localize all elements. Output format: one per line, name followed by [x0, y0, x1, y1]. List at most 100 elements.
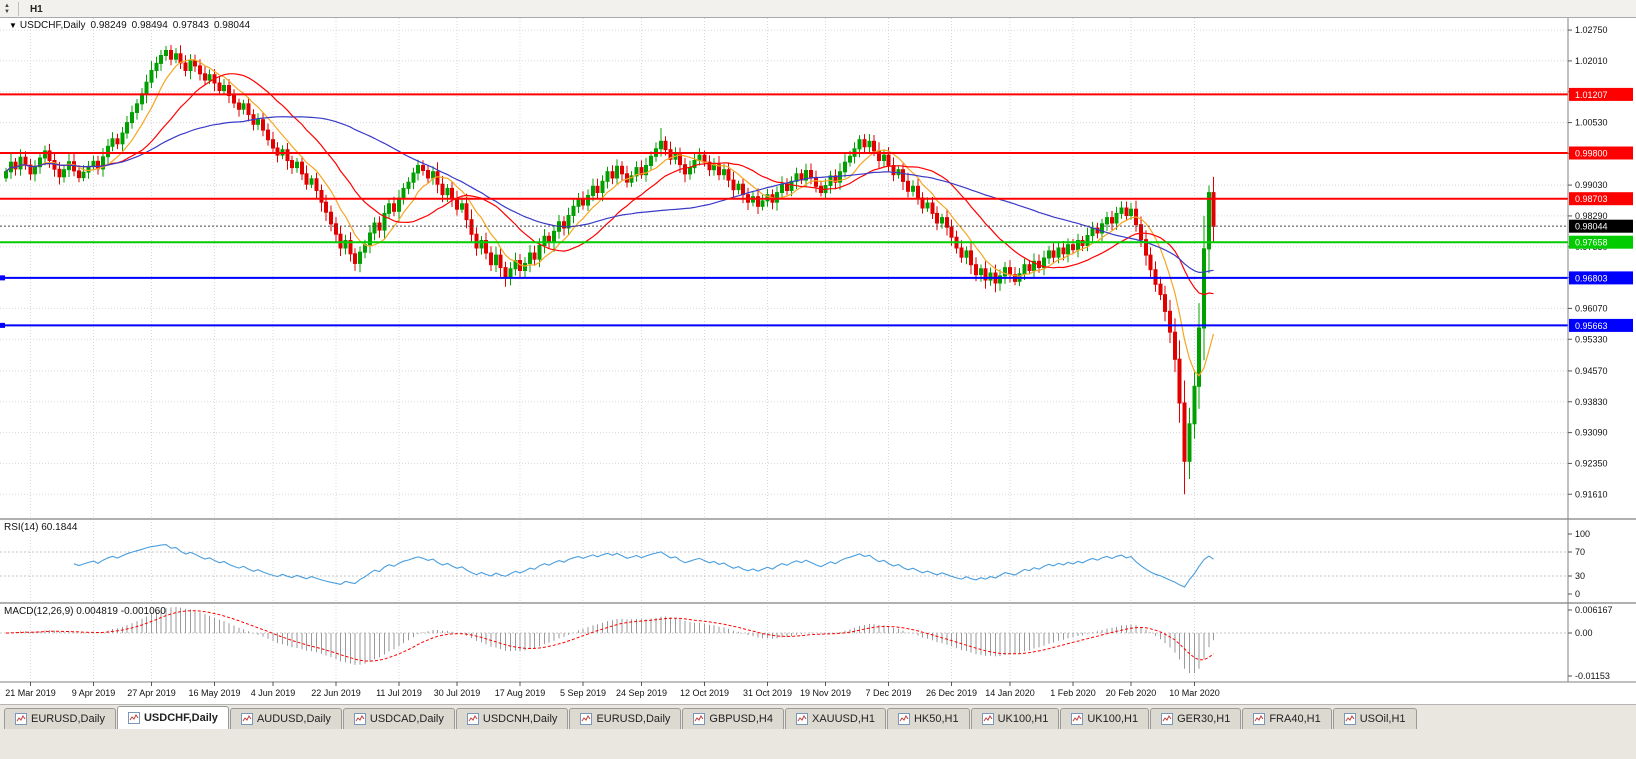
mini-chart-icon — [353, 713, 366, 725]
svg-text:0.94570: 0.94570 — [1575, 366, 1608, 376]
chart-dropdown-icon[interactable]: ▼ — [9, 21, 17, 30]
chart-tab-eurusd-daily[interactable]: EURUSD,Daily — [569, 708, 682, 729]
price-chart[interactable]: 1.027501.020101.012701.005300.997900.990… — [0, 18, 1636, 704]
tab-label: GER30,H1 — [1177, 713, 1231, 725]
candles-layer — [4, 45, 1216, 495]
svg-text:1 Feb 2020: 1 Feb 2020 — [1050, 688, 1096, 698]
svg-text:19 Nov 2019: 19 Nov 2019 — [800, 688, 851, 698]
mini-chart-icon — [580, 713, 593, 725]
svg-text:16 May 2019: 16 May 2019 — [188, 688, 240, 698]
price-axis[interactable]: 1.027501.020101.012701.005300.997900.990… — [1568, 25, 1633, 681]
svg-text:0.98290: 0.98290 — [1575, 211, 1608, 221]
svg-text:0.91610: 0.91610 — [1575, 489, 1608, 499]
chart-tab-audusd-daily[interactable]: AUDUSD,Daily — [229, 708, 342, 729]
svg-text:21 Mar 2019: 21 Mar 2019 — [5, 688, 56, 698]
mini-chart-icon — [466, 713, 479, 725]
svg-text:0.96803: 0.96803 — [1575, 273, 1608, 283]
chart-header: ▼ USDCHF,Daily 0.98249 0.98494 0.97843 0.9804… — [4, 20, 250, 31]
chart-tab-bar: EURUSD,Daily USDCHF,Daily AUDUSD,Daily USDC… — [0, 705, 1636, 729]
mini-chart-icon — [240, 713, 253, 725]
svg-text:0.93090: 0.93090 — [1575, 428, 1608, 438]
chart-tab-usoil-h1[interactable]: USOil,H1 — [1332, 708, 1417, 729]
svg-text:100: 100 — [1575, 529, 1590, 539]
svg-text:0.95663: 0.95663 — [1575, 321, 1608, 331]
svg-text:12 Oct 2019: 12 Oct 2019 — [680, 688, 729, 698]
tab-label: FRA40,H1 — [1269, 713, 1321, 725]
rsi-pane — [0, 544, 1568, 588]
svg-text:0.99800: 0.99800 — [1575, 149, 1608, 159]
ohlc-high: 0.98494 — [131, 20, 168, 31]
tab-label: EURUSD,Daily — [31, 713, 105, 725]
svg-text:14 Jan 2020: 14 Jan 2020 — [985, 688, 1035, 698]
tab-label: UK100,H1 — [1087, 713, 1139, 725]
macd-pane — [0, 607, 1568, 674]
mini-chart-icon — [127, 712, 140, 724]
svg-text:11 Jul 2019: 11 Jul 2019 — [376, 688, 422, 698]
horizontal-lines-layer[interactable] — [0, 93, 1568, 328]
svg-text:0.92350: 0.92350 — [1575, 458, 1608, 468]
grid-layer — [0, 18, 1568, 682]
mini-chart-icon — [981, 713, 994, 725]
chart-tab-uk100-h1[interactable]: UK100,H1 — [970, 708, 1060, 729]
svg-text:31 Oct 2019: 31 Oct 2019 — [743, 688, 792, 698]
svg-text:17 Aug 2019: 17 Aug 2019 — [495, 688, 546, 698]
svg-text:0.96070: 0.96070 — [1575, 303, 1608, 313]
svg-text:20 Feb 2020: 20 Feb 2020 — [1106, 688, 1157, 698]
up-arrow-icon[interactable]: ▲ — [4, 2, 10, 9]
ohlc-low: 0.97843 — [172, 20, 209, 31]
mini-chart-icon — [1071, 713, 1084, 725]
mini-chart-icon — [897, 713, 910, 725]
svg-text:0.95330: 0.95330 — [1575, 334, 1608, 344]
chart-tab-gbpusd-h4[interactable]: GBPUSD,H4 — [682, 708, 784, 729]
chart-tab-ger30-h1[interactable]: GER30,H1 — [1150, 708, 1242, 729]
chart-tab-hk50-h1[interactable]: HK50,H1 — [886, 708, 970, 729]
tab-label: GBPUSD,H4 — [709, 713, 773, 725]
mini-chart-icon — [15, 713, 27, 725]
chart-window[interactable]: 1.027501.020101.012701.005300.997900.990… — [0, 18, 1636, 704]
tab-label: UK100,H1 — [997, 713, 1049, 725]
status-area: EURUSD,Daily USDCHF,Daily AUDUSD,Daily USDC… — [0, 704, 1636, 759]
ohlc-open: 0.98249 — [90, 20, 127, 31]
svg-text:30: 30 — [1575, 571, 1585, 581]
ohlc-close: 0.98044 — [213, 20, 251, 31]
chart-tab-fra40-h1[interactable]: FRA40,H1 — [1242, 708, 1332, 729]
rsi-label: RSI(14) — [4, 522, 39, 533]
mini-chart-icon — [1253, 713, 1266, 725]
mini-chart-icon — [1161, 713, 1174, 725]
mini-chart-icon — [693, 713, 706, 725]
toolbar-separator — [17, 1, 19, 16]
mini-chart-icon — [795, 713, 808, 725]
chart-symbol-label: USDCHF,Daily — [19, 20, 86, 31]
chart-tab-uk100-h1[interactable]: UK100,H1 — [1060, 708, 1150, 729]
chart-tab-usdchf-daily[interactable]: USDCHF,Daily — [116, 706, 229, 729]
rsi-value: 60.1844 — [41, 522, 78, 533]
chart-tab-xauusd-h1[interactable]: XAUUSD,H1 — [784, 708, 886, 729]
svg-text:0.99030: 0.99030 — [1575, 180, 1608, 190]
svg-text:30 Jul 2019: 30 Jul 2019 — [434, 688, 481, 698]
macd-label: MACD(12,26,9) — [4, 606, 74, 617]
chart-scroll-buttons[interactable]: ▲ ▼ — [2, 3, 12, 15]
svg-text:5 Sep 2019: 5 Sep 2019 — [560, 688, 606, 698]
svg-text:10 Mar 2020: 10 Mar 2020 — [1169, 688, 1220, 698]
svg-text:1.00530: 1.00530 — [1575, 118, 1608, 128]
macd-signal-value: -0.001060 — [120, 606, 166, 617]
svg-text:7 Dec 2019: 7 Dec 2019 — [865, 688, 911, 698]
timeframe-button-h1[interactable]: H1 — [29, 4, 43, 15]
svg-text:0.97658: 0.97658 — [1575, 238, 1608, 248]
tab-label: XAUUSD,H1 — [811, 713, 875, 725]
pane-separators — [0, 18, 1636, 683]
down-arrow-icon[interactable]: ▼ — [4, 8, 10, 15]
svg-text:0.93830: 0.93830 — [1575, 397, 1608, 407]
tab-label: AUDUSD,Daily — [256, 713, 331, 725]
tab-label: HK50,H1 — [913, 713, 959, 725]
chart-tab-eurusd-daily[interactable]: EURUSD,Daily — [4, 708, 116, 729]
rsi-pane-title: RSI(14) 60.1844 — [4, 522, 77, 533]
moving-averages-layer — [5, 58, 1215, 377]
svg-text:22 Jun 2019: 22 Jun 2019 — [311, 688, 361, 698]
tab-label: USDCAD,Daily — [369, 713, 444, 725]
chart-tab-usdcad-daily[interactable]: USDCAD,Daily — [342, 708, 455, 729]
macd-main-value: 0.004819 — [76, 606, 118, 617]
svg-text:0: 0 — [1575, 589, 1580, 599]
date-axis[interactable]: 21 Mar 2019 9 Apr 2019 27 Apr 2019 16 May 2… — [5, 682, 1220, 698]
chart-tab-usdcnh-daily[interactable]: USDCNH,Daily — [455, 708, 569, 729]
